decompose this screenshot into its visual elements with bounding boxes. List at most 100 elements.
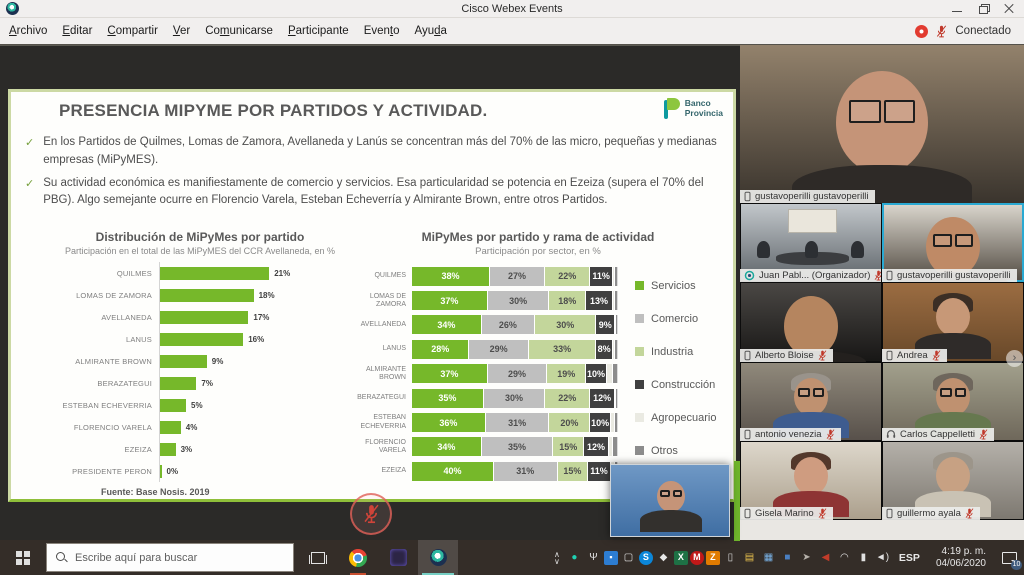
panel-footer (740, 520, 1024, 540)
stacked-bar: 36% 31% 20% 10% (412, 413, 618, 433)
stacked-bar: 37% 29% 19% 10% (412, 364, 618, 384)
stacked-bar: 34% 35% 15% 12% (412, 437, 618, 457)
send-app-icon[interactable]: ➤ (802, 551, 811, 563)
menu-ayuda[interactable]: Ayuda (414, 25, 447, 37)
participant-label: Juan Pabl... (Organizador) (740, 269, 881, 283)
stacked-bar-row: QUILMES 38% 27% 22% 11% (357, 264, 733, 288)
photos-app-icon[interactable]: ▦ (763, 551, 774, 563)
stacked-bar: 40% 31% 15% 11% (412, 461, 618, 481)
menu-participante[interactable]: Participante (287, 25, 349, 37)
chevron-right-icon[interactable]: › (1006, 350, 1023, 367)
bar-segment-construcción: 11% (590, 266, 613, 286)
value-label: 4% (185, 422, 198, 432)
participant-video[interactable]: Andrea (882, 282, 1024, 362)
folder-icon[interactable]: ▤ (744, 551, 755, 563)
movies-app-button[interactable] (378, 540, 418, 575)
clock-date: 04/06/2020 (935, 557, 986, 569)
menu-ver[interactable]: Ver (172, 25, 191, 37)
muted-mic-icon[interactable] (936, 24, 947, 38)
value-label: 7% (201, 378, 213, 388)
usb-device-icon[interactable]: ▯ (727, 551, 734, 563)
webex-tray-icon[interactable]: ● (571, 551, 578, 563)
participant-video[interactable]: antonio venezia (740, 361, 882, 441)
bar-segment-industria: 20% (549, 413, 591, 433)
slide-title: PRESENCIA MIPYME POR PARTIDOS Y ACTIVIDA… (59, 101, 488, 120)
participant-name: antonio venezia (755, 428, 822, 440)
webex-app-button[interactable] (418, 540, 458, 575)
category-label: ESTEBAN ECHEVERRIA (360, 414, 406, 430)
menu-archivo[interactable]: Archivo (9, 25, 48, 37)
legend-label: Industria (651, 345, 694, 358)
category-label: LANUS (382, 345, 406, 353)
wifi-icon[interactable]: ◠ (840, 551, 849, 563)
bar-row: QUILMES 21% (39, 262, 361, 284)
self-view-video[interactable] (610, 464, 730, 537)
bar (160, 376, 197, 390)
stacked-bar-row: LANUS 28% 29% 33% 8% (357, 337, 733, 361)
category-label: QUILMES (374, 272, 406, 280)
tray-expand-button[interactable]: ∧ ∨ (548, 550, 566, 565)
updater-icon[interactable]: Z (705, 550, 720, 565)
bar-segment-servicios: 28% (412, 339, 470, 359)
start-button[interactable] (0, 540, 46, 575)
participant-video[interactable]: gustavoperilli gustavoperilli (882, 203, 1024, 283)
bar (160, 398, 186, 412)
person-shape (850, 241, 864, 259)
battery-icon[interactable]: ▮ (860, 551, 867, 563)
distribution-chart: Distribución de MiPyMes por partido Part… (39, 230, 361, 497)
close-button[interactable] (1004, 4, 1014, 14)
bar-segment-otros (614, 291, 617, 311)
app-window-icon[interactable]: ■ (784, 551, 791, 563)
chart-source: Fuente: Base Nosis. 2019 (101, 487, 210, 497)
language-indicator[interactable]: ESP (898, 551, 920, 564)
mic-tray-icon[interactable]: Ψ (589, 551, 598, 563)
bar-row: ESTEBAN ECHEVERRIA 5% (39, 394, 361, 416)
search-input[interactable] (75, 551, 275, 564)
menu-editar[interactable]: Editar (62, 25, 93, 37)
skype-icon[interactable]: S (638, 550, 653, 565)
participant-video[interactable]: Alberto Bloise (740, 282, 882, 362)
antivirus-shield-icon[interactable]: ◆ (659, 551, 668, 563)
media-play-icon[interactable]: ◀ (821, 551, 830, 563)
bar (160, 288, 254, 302)
menu-evento[interactable]: Evento (363, 25, 400, 37)
menu-compartir[interactable]: Compartir (107, 25, 158, 37)
participant-video[interactable]: guillermo ayala (882, 440, 1024, 520)
participant-video[interactable]: Gisela Marino (740, 440, 882, 520)
action-center-button[interactable]: 10 (994, 540, 1024, 575)
mcafee-icon[interactable]: M (689, 550, 704, 565)
excel-icon[interactable]: X (673, 550, 688, 565)
chart-legend: Servicios Comercio Industria Construcción Ag… (635, 269, 716, 467)
bar-segment-industria: 33% (528, 339, 597, 359)
glasses-shape (926, 234, 980, 248)
chrome-button[interactable] (338, 540, 378, 575)
presentation-slide: PRESENCIA MIPYME POR PARTIDOS Y ACTIVIDA… (8, 89, 736, 502)
maximize-button[interactable] (978, 3, 990, 14)
bar-segment-construcción: 11% (588, 461, 611, 481)
bar (160, 310, 249, 324)
legend-swatch (635, 380, 644, 389)
task-view-button[interactable] (298, 540, 338, 575)
display-settings-icon[interactable]: ▢ (623, 551, 634, 563)
legend-swatch (635, 413, 644, 422)
taskbar-search[interactable] (46, 543, 294, 572)
volume-icon[interactable]: ◄) (875, 551, 890, 563)
menu-comunicarse[interactable]: Comunicarse (205, 25, 273, 37)
taskbar-clock[interactable]: 4:19 p. m. 04/06/2020 (928, 546, 994, 570)
slide-bullets: ✓ En los Partidos de Quilmes, Lomas de Z… (25, 134, 733, 215)
featured-video[interactable]: gustavoperilli gustavoperilli (740, 45, 1024, 203)
bar-zone: 0% (159, 460, 361, 482)
legend-label: Construcción (651, 378, 716, 391)
bar-segment-construcción: 12% (584, 437, 609, 457)
person-shape (805, 241, 819, 259)
stacked-bar-rows: QUILMES 38% 27% 22% 11% LOMAS DE ZAMORA 37% 30%… (357, 264, 733, 484)
participant-video[interactable]: Carlos Cappelletti (882, 361, 1024, 441)
glasses-shape (657, 489, 685, 497)
recording-indicator-icon[interactable] (915, 24, 929, 38)
participant-video[interactable]: Juan Pabl... (Organizador) (740, 203, 882, 283)
chat-app-icon[interactable]: ▪ (603, 550, 618, 565)
bar-segment-otros (614, 266, 617, 286)
minimize-button[interactable] (952, 4, 962, 14)
bar-segment-otros (615, 388, 617, 408)
bar-segment-construcción: 10% (590, 413, 611, 433)
